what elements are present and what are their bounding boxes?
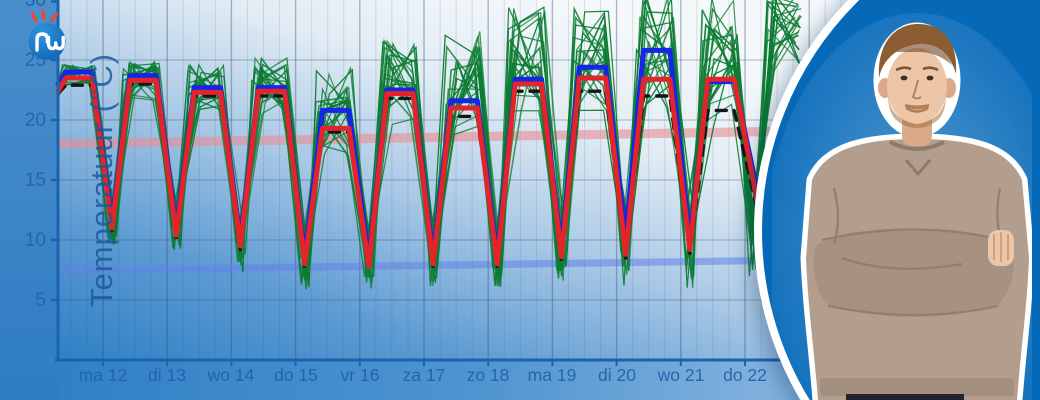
crossed-arms (813, 229, 1015, 317)
x-label-wo14: wo 14 (207, 365, 255, 385)
y-axis-title: Temperatuur (°C) (84, 52, 119, 308)
logo-sun-rays-icon (30, 9, 59, 23)
collar-v-stitch (904, 159, 932, 177)
x-label-za17: za 17 (402, 365, 446, 385)
y-axis-margin (0, 0, 58, 400)
y-tick-20: 20 (24, 110, 46, 131)
beard (888, 94, 946, 128)
x-label-di13: di 13 (148, 365, 186, 385)
y-tick-15: 15 (24, 170, 46, 191)
x-label-di20: di 20 (598, 365, 636, 385)
presenter-portrait-frame (754, 0, 1040, 400)
collar (889, 140, 945, 151)
y-tick-30: 30 (24, 0, 46, 11)
hair-shade (896, 44, 952, 65)
weather-brand-logo: nw (26, 8, 70, 62)
x-axis-margin (58, 360, 818, 400)
sweater-hem (820, 378, 1014, 396)
x-label-ma19: ma 19 (527, 365, 577, 385)
x-label-ma12: ma 12 (78, 365, 128, 385)
series-ensemble-mean (55, 75, 765, 269)
presenter-portrait (772, 13, 1032, 400)
x-label-do15: do 15 (274, 365, 318, 385)
x-label-wo21: wo 21 (657, 365, 705, 385)
pants (846, 394, 964, 400)
face-features (895, 66, 939, 113)
band-climate_min (58, 256, 774, 275)
logo-icon (28, 9, 66, 60)
hair (878, 24, 957, 78)
x-label-do22: do 22 (723, 365, 767, 385)
logo-nw-glyphs (35, 32, 65, 52)
x-label-vr16: vr 16 (340, 365, 380, 385)
hand (988, 230, 1014, 266)
y-tick-10: 10 (24, 230, 46, 251)
y-tick-5: 5 (35, 290, 46, 311)
x-label-zo18: zo 18 (466, 365, 510, 385)
